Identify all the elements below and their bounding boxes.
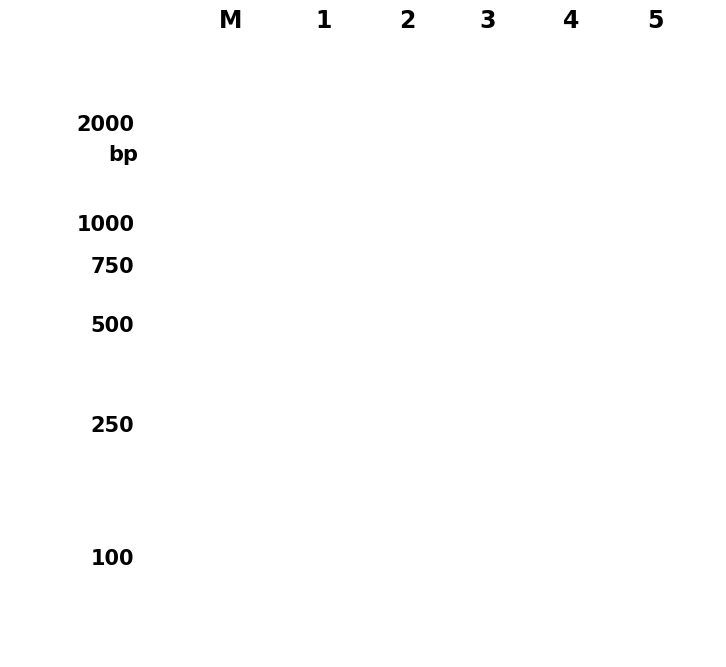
Text: 100: 100 (91, 550, 134, 570)
Text: 4: 4 (563, 9, 580, 33)
Text: 1: 1 (315, 9, 332, 33)
Text: M: M (219, 9, 242, 33)
Text: bp: bp (108, 145, 139, 165)
Text: 500: 500 (91, 316, 134, 336)
FancyBboxPatch shape (171, 257, 290, 277)
Text: 250: 250 (91, 416, 134, 436)
Text: 5: 5 (647, 9, 664, 33)
Text: 2000: 2000 (76, 115, 134, 135)
Text: 1000: 1000 (76, 215, 134, 235)
Text: 3: 3 (480, 9, 496, 33)
Text: 2: 2 (399, 9, 415, 33)
Text: 750: 750 (91, 257, 134, 277)
